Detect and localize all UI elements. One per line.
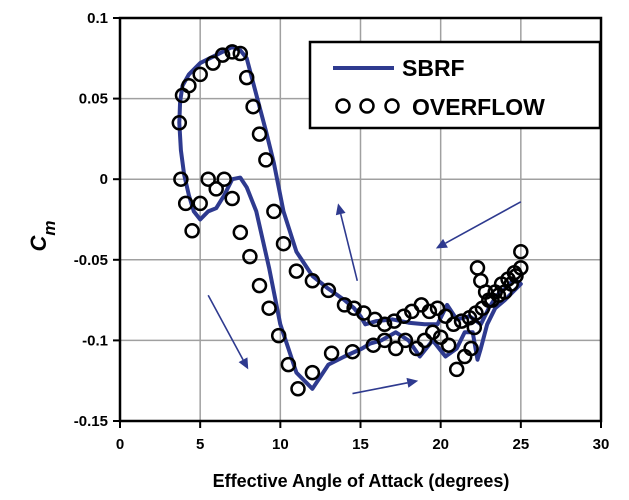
overflow-point <box>245 98 261 115</box>
legend-box <box>308 40 602 130</box>
overflow-point <box>513 243 529 260</box>
overflow-point <box>251 277 268 294</box>
plot-series <box>171 44 529 397</box>
overflow-point <box>421 303 438 320</box>
overflow-point <box>424 324 441 341</box>
overflow-point <box>251 126 268 142</box>
overflow-point <box>448 361 465 378</box>
overflow-point <box>396 308 412 324</box>
overflow-point <box>200 171 216 187</box>
legend-overflow-marker <box>359 98 375 114</box>
overflow-point <box>266 203 282 220</box>
overflow-point <box>408 340 425 357</box>
overflow-point <box>336 297 353 313</box>
arrow-head <box>406 377 419 388</box>
x-tick-label: 20 <box>432 436 449 453</box>
overflow-point <box>513 260 529 276</box>
axis-ticks: 0 5 10 15 20 25 30 -0.15 -0.1 -0.05 0 0.05 0.1 <box>74 10 610 453</box>
overflow-point <box>177 195 194 212</box>
arrow-head <box>435 238 448 249</box>
y-tick-label: -0.05 <box>74 252 108 269</box>
arrow-shaft <box>339 213 359 281</box>
arrow-shaft <box>352 382 408 395</box>
legend-overflow-marker <box>335 98 351 114</box>
overflow-point <box>466 319 483 336</box>
arrow-head <box>238 357 249 370</box>
overflow-point <box>445 316 462 333</box>
overflow-point <box>232 224 249 241</box>
x-tick-label: 25 <box>512 436 529 453</box>
overflow-point <box>456 348 473 365</box>
overflow-point <box>205 55 221 71</box>
direction-arrows <box>207 201 522 395</box>
direction-arrow <box>352 377 419 395</box>
overflow-point <box>181 77 197 94</box>
overflow-point <box>388 340 404 357</box>
overflow-point <box>304 364 321 381</box>
x-tick-label: 0 <box>116 436 124 453</box>
overflow-point <box>173 171 189 187</box>
overflow-point <box>192 66 208 83</box>
overflow-point <box>270 327 287 344</box>
overflow-point <box>437 308 454 324</box>
legend-sbrf-label: SBRF <box>402 55 465 81</box>
overflow-point <box>232 45 249 62</box>
overflow-point <box>290 381 306 397</box>
arrow-shaft <box>445 201 522 244</box>
arrow-head <box>335 203 346 216</box>
overflow-point <box>216 171 232 187</box>
overflow-point <box>429 300 446 316</box>
overflow-point <box>275 235 292 252</box>
direction-arrow <box>207 294 249 370</box>
overflow-point <box>280 356 297 373</box>
overflow-point <box>242 248 258 265</box>
overflow-point <box>365 337 382 353</box>
overflow-point <box>323 345 340 362</box>
overflow-point <box>224 190 240 207</box>
overflow-point <box>224 44 240 60</box>
legend: SBRF OVERFLOW <box>308 40 602 130</box>
overflow-point <box>376 316 393 333</box>
x-tick-label: 10 <box>272 436 289 453</box>
direction-arrow <box>435 201 522 249</box>
overflow-point <box>344 343 361 360</box>
overflow-point <box>304 273 321 289</box>
x-tick-label: 15 <box>352 436 369 453</box>
overflow-point <box>192 195 208 212</box>
y-tick-label: -0.15 <box>74 413 108 430</box>
y-axis-title-main: C <box>26 235 51 252</box>
y-tick-label: 0.05 <box>79 91 108 108</box>
x-tick-label: 30 <box>593 436 610 453</box>
svg-text:Cm: Cm <box>26 220 59 251</box>
overflow-point <box>184 223 200 239</box>
overflow-point <box>171 115 188 131</box>
overflow-point <box>508 268 524 284</box>
overflow-point <box>469 260 486 276</box>
overflow-point <box>416 332 433 349</box>
legend-overflow-label: OVERFLOW <box>412 94 545 120</box>
y-tick-label: 0 <box>100 171 108 188</box>
overflow-point <box>208 181 224 197</box>
y-axis-title: Cm <box>26 220 59 251</box>
overflow-point <box>432 329 449 345</box>
y-tick-label: -0.1 <box>82 332 108 349</box>
overflow-point <box>397 332 414 349</box>
x-axis-title: Effective Angle of Attack (degrees) <box>213 471 510 491</box>
overflow-point <box>214 47 231 63</box>
overflow-point <box>440 337 457 353</box>
overflow-point <box>453 313 470 329</box>
overflow-point <box>320 282 337 299</box>
overflow-point <box>258 152 274 168</box>
arrow-shaft <box>207 294 244 361</box>
overflow-point <box>238 69 255 86</box>
x-tick-label: 5 <box>196 436 204 453</box>
overflow-point <box>261 300 277 316</box>
y-tick-label: 0.1 <box>87 10 108 27</box>
y-axis-title-subscript: m <box>40 220 59 235</box>
direction-arrow <box>335 203 359 281</box>
overflow-point <box>288 263 305 279</box>
legend-overflow-marker <box>384 98 400 114</box>
overflow-point <box>355 305 372 321</box>
